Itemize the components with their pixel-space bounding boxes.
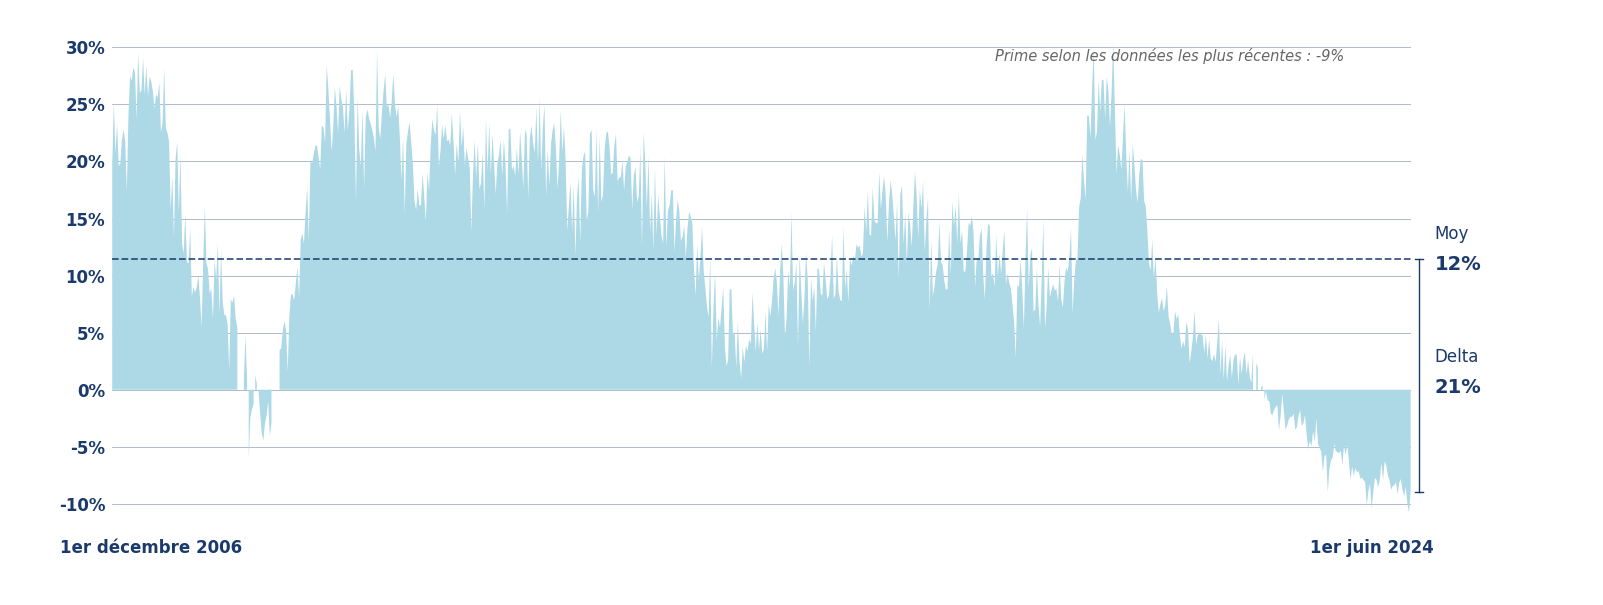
Text: Delta: Delta bbox=[1435, 348, 1480, 367]
Text: 12%: 12% bbox=[1435, 255, 1481, 274]
Text: Prime selon les données les plus récentes : -9%: Prime selon les données les plus récente… bbox=[995, 48, 1345, 64]
Text: 21%: 21% bbox=[1435, 378, 1481, 397]
Text: Moy: Moy bbox=[1435, 225, 1468, 243]
